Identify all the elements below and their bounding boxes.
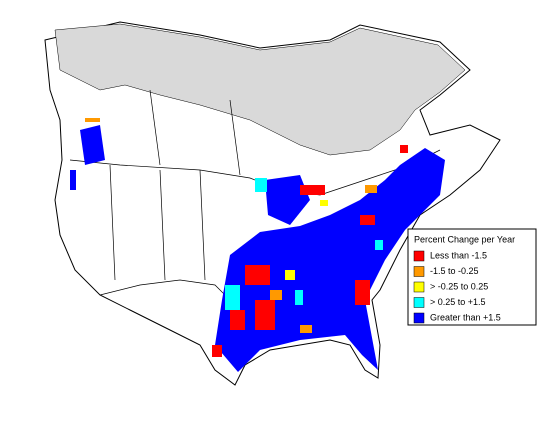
patch [300,325,312,333]
trend-region [80,125,105,165]
border [109,89,241,281]
patch [85,118,100,122]
patch [355,280,370,305]
legend-swatch [413,281,425,293]
patch [245,265,270,285]
legend-label: > 0.25 to +1.5 [430,297,486,307]
trend-patches [85,118,408,357]
patch [225,285,240,310]
legend-title: Percent Change per Year [414,234,515,244]
patch [320,200,328,206]
patch [300,185,325,195]
trend-region [265,175,310,225]
patch [270,290,282,300]
patch [255,300,275,330]
legend-label: Less than -1.5 [430,250,487,260]
legend-swatch [413,312,425,324]
patch [230,310,245,330]
legend-label: Greater than +1.5 [430,312,501,322]
legend: Percent Change per Year Less than -1.5 -1… [407,228,537,326]
patch [375,240,383,250]
legend-swatch [413,250,425,262]
patch [285,270,295,280]
no-data-region [54,23,466,156]
legend-box [407,228,537,326]
patch [365,185,377,193]
patch [360,215,375,225]
legend-swatch [413,297,425,308]
patch [212,345,222,357]
patch [400,145,408,153]
patch [295,290,303,305]
legend-label: > -0.25 to 0.25 [430,281,488,291]
legend-label: -1.5 to -0.25 [430,266,479,276]
trend-region [70,170,76,190]
legend-swatch [413,266,425,277]
patch [255,178,267,192]
